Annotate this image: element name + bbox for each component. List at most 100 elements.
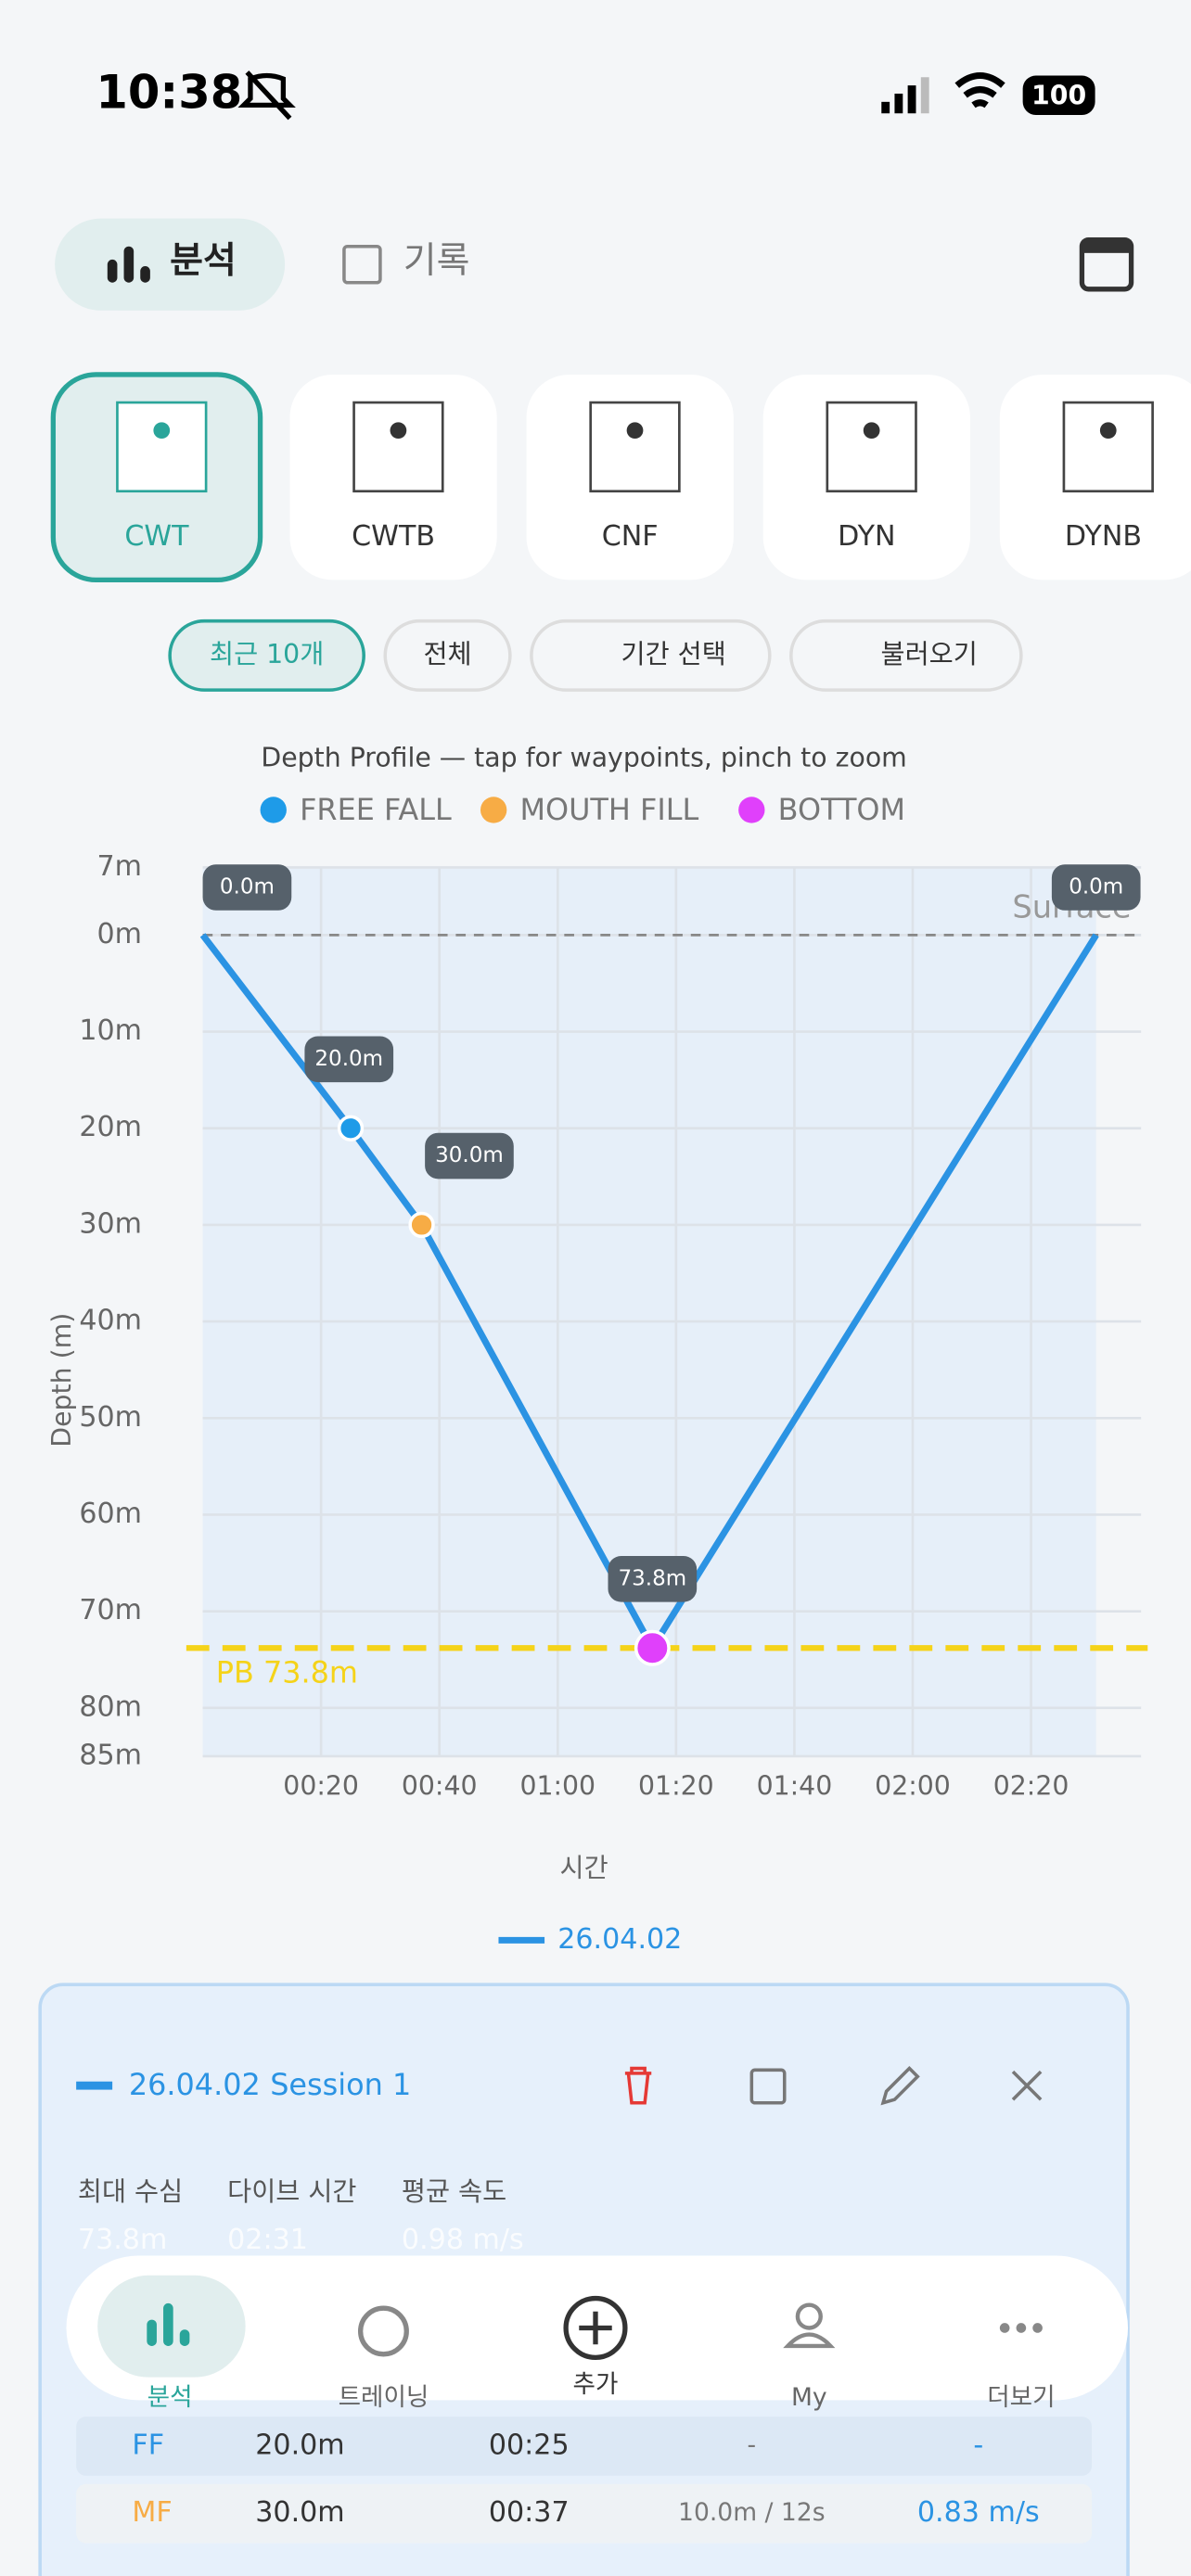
- filter-chip[interactable]: [383, 618, 512, 692]
- table-cell: FF: [132, 2429, 164, 2462]
- calendar-button[interactable]: [1079, 237, 1134, 292]
- y-tick-label: 50m: [79, 1401, 142, 1434]
- tab-label[interactable]: 분석: [170, 240, 237, 282]
- waypoint-label: 30.0m: [435, 1143, 504, 1167]
- stat-value: 02:31: [227, 2224, 308, 2256]
- table-cell: MF: [132, 2496, 172, 2529]
- nav-label[interactable]: My: [791, 2383, 827, 2412]
- waypoint-label: 0.0m: [220, 874, 275, 899]
- y-tick-label: 30m: [79, 1207, 142, 1240]
- nav-icon: [357, 2305, 409, 2357]
- stat-label: 다이브 시간: [227, 2176, 356, 2207]
- nav-icon: [795, 2302, 823, 2330]
- table-cell: 20.0m: [255, 2429, 344, 2462]
- discipline-label[interactable]: CWTB: [352, 520, 435, 553]
- list-icon: [342, 244, 382, 285]
- legend-label: FREE FALL: [300, 792, 452, 827]
- filter-label[interactable]: 최근 10개: [210, 639, 324, 670]
- discipline-icon: [390, 422, 407, 440]
- plot-area: [202, 867, 1096, 1756]
- legend-label: BOTTOM: [778, 792, 905, 827]
- table-cell: 00:37: [489, 2496, 570, 2529]
- waypoint-label: 73.8m: [618, 1566, 686, 1590]
- edit-button[interactable]: [880, 2066, 920, 2106]
- pb-label: PB 73.8m: [216, 1655, 358, 1690]
- tab-active[interactable]: [55, 218, 286, 311]
- nav-icon: [563, 2295, 628, 2361]
- discipline-label[interactable]: DYNB: [1065, 520, 1142, 553]
- filter-label[interactable]: 기간 선택: [621, 639, 726, 670]
- legend-label: MOUTH FILL: [520, 792, 699, 827]
- session-date: 26.04.02: [129, 2067, 261, 2102]
- y-tick-label: 40m: [79, 1305, 142, 1337]
- waypoint[interactable]: [634, 1629, 671, 1666]
- nav-label[interactable]: 더보기: [987, 2383, 1055, 2412]
- mute-icon: [237, 70, 296, 121]
- discipline-icon: [863, 422, 880, 440]
- nav-icon: [147, 2302, 190, 2346]
- image-button[interactable]: [749, 2068, 787, 2105]
- table-row: [76, 2417, 1093, 2476]
- table-cell: 00:25: [489, 2429, 570, 2462]
- stat-value: 73.8m: [78, 2224, 167, 2256]
- waypoint-tag: [608, 1556, 698, 1602]
- y-tick-label: 20m: [79, 1111, 142, 1143]
- y-axis-label: Depth (m): [46, 1313, 77, 1447]
- legend-label: 26.04.02: [557, 1923, 682, 1956]
- legend-swatch: [260, 797, 287, 823]
- x-tick-label: 01:20: [638, 1771, 714, 1802]
- waypoint-tag: [425, 1132, 514, 1180]
- waypoint[interactable]: [337, 1115, 365, 1141]
- close-button[interactable]: [1011, 2070, 1043, 2101]
- nav-label[interactable]: 추가: [573, 2370, 619, 2399]
- battery-icon: [1022, 75, 1095, 116]
- session-swatch: [76, 2081, 113, 2090]
- discipline-label[interactable]: DYN: [838, 520, 895, 553]
- discipline-icon: [116, 401, 208, 493]
- nav-icon: [783, 2332, 836, 2349]
- stat-label: 평균 속도: [402, 2176, 506, 2207]
- session-name: Session 1: [270, 2067, 411, 2102]
- x-tick-label: 00:20: [283, 1771, 359, 1802]
- discipline-label[interactable]: CWT: [124, 520, 189, 553]
- clock: 10:38: [96, 65, 242, 119]
- filter-chip[interactable]: [530, 618, 772, 692]
- signal-icon: [881, 77, 929, 114]
- y-tick-label: 0m: [97, 918, 142, 950]
- table-cell: 30.0m: [255, 2496, 344, 2529]
- nav-label[interactable]: 분석: [147, 2383, 193, 2412]
- nav-label[interactable]: 트레이닝: [339, 2383, 429, 2412]
- chart-title: Depth Profile — tap for waypoints, pinch…: [261, 743, 906, 773]
- discipline-icon: [1062, 401, 1154, 493]
- tab-label[interactable]: 기록: [403, 240, 470, 282]
- waypoint-tag: [304, 1036, 394, 1083]
- waypoint[interactable]: [408, 1211, 435, 1239]
- filter-label[interactable]: 전체: [423, 639, 471, 670]
- delete-button[interactable]: [624, 2066, 652, 2105]
- discipline-icon: [589, 401, 681, 493]
- legend-swatch: [738, 797, 765, 823]
- waypoint-tag: [1051, 864, 1141, 911]
- table-cell: -: [748, 2431, 757, 2460]
- stat-value: 0.98 m/s: [402, 2224, 524, 2256]
- y-tick-label: 60m: [79, 1498, 142, 1530]
- x-tick-label: 02:00: [875, 1771, 951, 1802]
- discipline-icon: [1099, 422, 1117, 440]
- waypoint-label: 0.0m: [1069, 874, 1123, 899]
- discipline-icon: [626, 422, 644, 440]
- filter-label[interactable]: 불러오기: [881, 639, 978, 670]
- waypoint-tag: [202, 864, 292, 911]
- discipline-label[interactable]: CNF: [602, 520, 659, 553]
- nav-icon: [579, 2311, 612, 2345]
- table-cell: 0.83 m/s: [917, 2496, 1040, 2529]
- filter-chip[interactable]: [789, 618, 1023, 692]
- x-tick-label: 01:00: [519, 1771, 596, 1802]
- filter-chip[interactable]: [168, 618, 365, 692]
- x-tick-label: 00:40: [402, 1771, 478, 1802]
- waypoint-label: 20.0m: [314, 1047, 383, 1071]
- chart-icon: [107, 246, 150, 283]
- stat-label: 최대 수심: [78, 2176, 183, 2207]
- y-tick-label: 70m: [79, 1594, 142, 1626]
